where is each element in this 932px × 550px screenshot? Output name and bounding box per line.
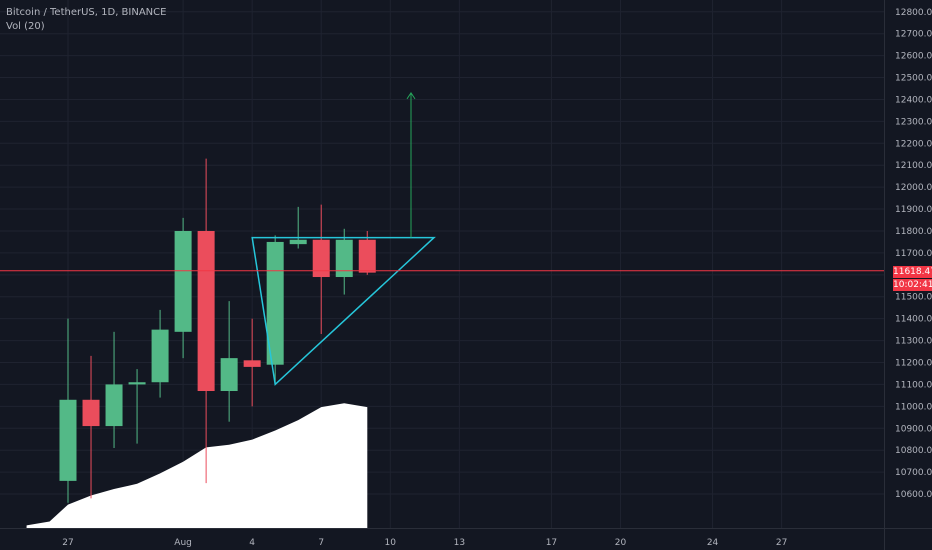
time-tick-label: 10	[385, 538, 397, 548]
candle-body-up	[151, 329, 169, 383]
volume-area	[26, 403, 368, 528]
candle-body-down	[312, 239, 330, 278]
price-tick-label: 11300.00	[895, 337, 932, 347]
candle-body-up	[335, 239, 353, 278]
symbol-legend[interactable]: Bitcoin / TetherUS, 1D, BINANCE	[6, 7, 167, 18]
price-tick-label: 10600.00	[895, 490, 932, 500]
price-tick-label: 10800.00	[895, 446, 932, 456]
price-tick-label: 10700.00	[895, 468, 932, 478]
price-tick-label: 12500.00	[895, 74, 932, 84]
price-tick-label: 11900.00	[895, 205, 932, 215]
candle-body-down	[82, 399, 100, 427]
candle-body-up	[105, 384, 123, 427]
arrow-head	[406, 91, 416, 100]
candle-body-up	[128, 382, 146, 385]
price-tick-label: 12600.00	[895, 52, 932, 62]
candle-body-up	[289, 239, 307, 245]
time-tick-label: 20	[615, 538, 627, 548]
candle-body-down	[243, 360, 261, 367]
price-tick-label: 11500.00	[895, 293, 932, 303]
price-tick-label: 12000.00	[895, 183, 932, 193]
price-tick-label: 12200.00	[895, 139, 932, 149]
time-tick-label: 7	[318, 538, 324, 548]
time-axis[interactable]: 27 Aug 4 7 10 13 17 20 24 27	[0, 528, 932, 549]
price-tick-label: 12300.00	[895, 117, 932, 127]
candle-body-up	[59, 399, 77, 481]
price-tick-label: 11700.00	[895, 249, 932, 259]
volume-legend[interactable]: Vol (20)	[6, 21, 45, 32]
price-tick-label: 11200.00	[895, 359, 932, 369]
drawings	[251, 91, 436, 386]
price-tick-label: 11100.00	[895, 380, 932, 390]
price-tick-label: 12400.00	[895, 95, 932, 105]
candle-body-down	[197, 230, 215, 392]
price-tick-label: 12800.00	[895, 8, 932, 18]
price-tick-label: 11800.00	[895, 227, 932, 237]
triangle-drawing	[251, 236, 436, 386]
chart-grid	[0, 0, 884, 528]
time-tick-label: 17	[546, 538, 557, 548]
time-tick-label: Aug	[174, 538, 192, 548]
time-tick-label: 24	[707, 538, 719, 548]
price-tick-label: 10900.00	[895, 424, 932, 434]
price-tick-label: 12700.00	[895, 30, 932, 40]
time-tick-label: 13	[454, 538, 465, 548]
price-tick-label: 11000.00	[895, 402, 932, 412]
chart-legend: Bitcoin / TetherUS, 1D, BINANCE Vol (20)	[6, 6, 166, 34]
candle-body-up	[266, 241, 284, 365]
time-tick-label: 27	[776, 538, 787, 548]
candle-body-up	[174, 230, 192, 332]
candle-body-up	[220, 358, 238, 392]
price-axis[interactable]: 10600.00 10700.00 10800.00 10900.00 11000.00…	[884, 0, 932, 550]
volume-area-shape	[26, 403, 368, 528]
time-tick-label: 4	[249, 538, 255, 548]
time-tick-label: 27	[62, 538, 73, 548]
bar-countdown-label: 10:02:41	[893, 279, 932, 291]
candle-body-down	[358, 239, 376, 273]
last-price-label: 11618.47	[893, 266, 932, 278]
price-tick-label: 11400.00	[895, 315, 932, 325]
price-tick-label: 12100.00	[895, 161, 932, 171]
